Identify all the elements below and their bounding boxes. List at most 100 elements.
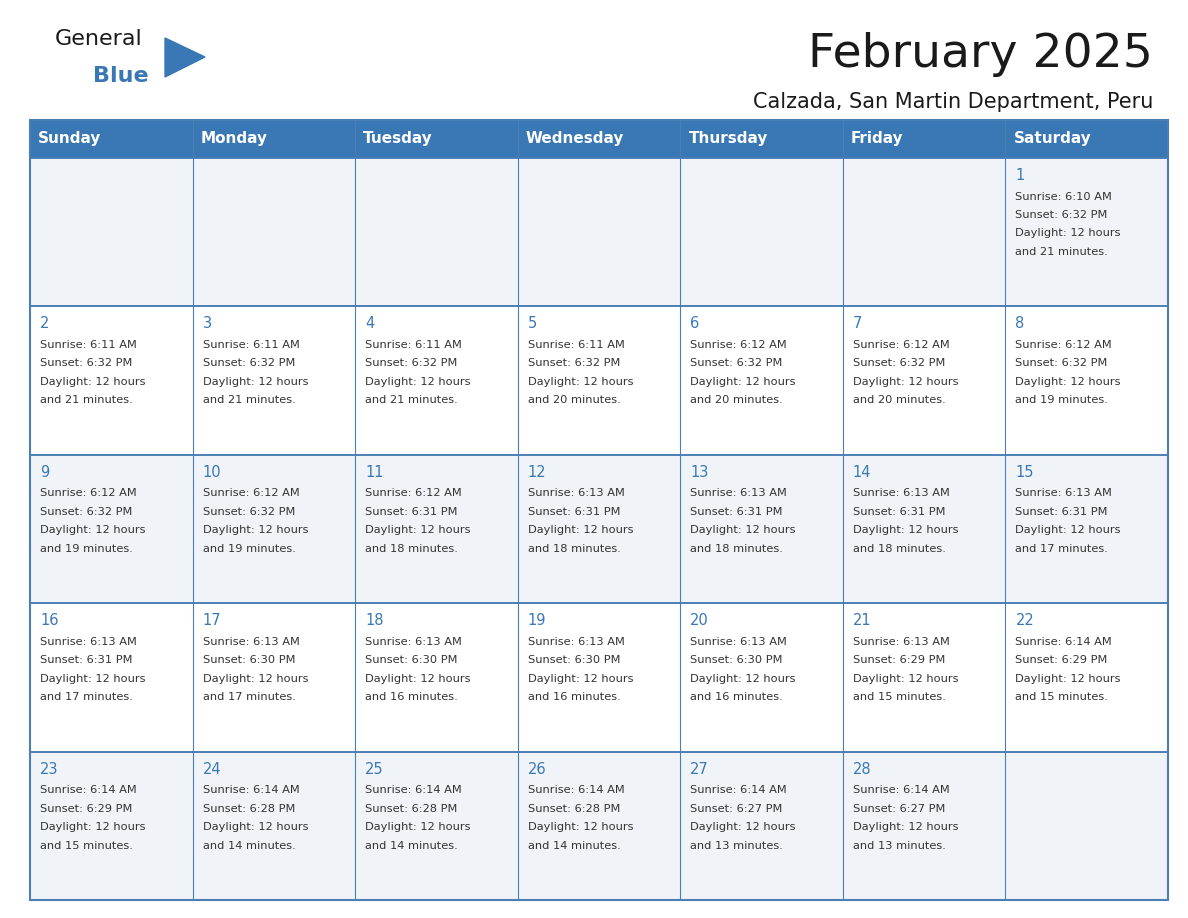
- Bar: [192, 603, 355, 752]
- Text: and 16 minutes.: and 16 minutes.: [527, 692, 620, 702]
- Text: Sunrise: 6:11 AM: Sunrise: 6:11 AM: [40, 340, 137, 350]
- Text: Blue: Blue: [93, 66, 148, 86]
- Text: 17: 17: [203, 613, 221, 628]
- Bar: [30, 120, 1168, 900]
- Bar: [842, 454, 1005, 603]
- Text: Daylight: 12 hours: Daylight: 12 hours: [203, 823, 308, 832]
- Text: Sunset: 6:32 PM: Sunset: 6:32 PM: [365, 358, 457, 368]
- Text: 8: 8: [1016, 317, 1025, 331]
- Bar: [30, 158, 192, 307]
- Bar: [192, 307, 355, 454]
- Text: Sunrise: 6:12 AM: Sunrise: 6:12 AM: [40, 488, 137, 498]
- Text: Daylight: 12 hours: Daylight: 12 hours: [40, 823, 145, 832]
- Bar: [30, 307, 192, 454]
- Text: and 15 minutes.: and 15 minutes.: [853, 692, 946, 702]
- Text: and 17 minutes.: and 17 minutes.: [1016, 543, 1108, 554]
- Text: Daylight: 12 hours: Daylight: 12 hours: [853, 525, 959, 535]
- Text: Sunrise: 6:13 AM: Sunrise: 6:13 AM: [203, 637, 299, 646]
- Text: Daylight: 12 hours: Daylight: 12 hours: [690, 823, 796, 832]
- Text: Friday: Friday: [851, 131, 904, 147]
- Text: Daylight: 12 hours: Daylight: 12 hours: [1016, 674, 1121, 684]
- Text: 26: 26: [527, 762, 546, 777]
- Bar: [518, 454, 681, 603]
- Text: Daylight: 12 hours: Daylight: 12 hours: [203, 525, 308, 535]
- Bar: [518, 603, 681, 752]
- Text: 14: 14: [853, 465, 871, 480]
- Bar: [1005, 603, 1168, 752]
- Text: Daylight: 12 hours: Daylight: 12 hours: [40, 525, 145, 535]
- Text: Monday: Monday: [201, 131, 267, 147]
- Bar: [681, 307, 842, 454]
- Text: Calzada, San Martin Department, Peru: Calzada, San Martin Department, Peru: [753, 92, 1154, 112]
- Text: Daylight: 12 hours: Daylight: 12 hours: [365, 377, 470, 386]
- Text: Daylight: 12 hours: Daylight: 12 hours: [365, 525, 470, 535]
- Bar: [1005, 454, 1168, 603]
- Text: and 21 minutes.: and 21 minutes.: [1016, 247, 1108, 257]
- Text: and 15 minutes.: and 15 minutes.: [1016, 692, 1108, 702]
- Text: 25: 25: [365, 762, 384, 777]
- Bar: [842, 307, 1005, 454]
- Text: and 18 minutes.: and 18 minutes.: [690, 543, 783, 554]
- Bar: [30, 603, 192, 752]
- Bar: [30, 120, 192, 158]
- Text: Sunrise: 6:13 AM: Sunrise: 6:13 AM: [1016, 488, 1112, 498]
- Text: General: General: [55, 29, 143, 49]
- Text: 23: 23: [40, 762, 58, 777]
- Bar: [30, 752, 192, 900]
- Text: 18: 18: [365, 613, 384, 628]
- Text: 27: 27: [690, 762, 709, 777]
- Text: Sunset: 6:28 PM: Sunset: 6:28 PM: [527, 803, 620, 813]
- Text: 16: 16: [40, 613, 58, 628]
- Bar: [842, 603, 1005, 752]
- Text: and 16 minutes.: and 16 minutes.: [690, 692, 783, 702]
- Text: Sunset: 6:27 PM: Sunset: 6:27 PM: [853, 803, 946, 813]
- Text: February 2025: February 2025: [808, 32, 1154, 77]
- Text: Daylight: 12 hours: Daylight: 12 hours: [40, 377, 145, 386]
- Bar: [681, 454, 842, 603]
- Text: Sunset: 6:31 PM: Sunset: 6:31 PM: [40, 655, 133, 666]
- Text: Wednesday: Wednesday: [526, 131, 624, 147]
- Text: Sunrise: 6:14 AM: Sunrise: 6:14 AM: [203, 785, 299, 795]
- Text: and 18 minutes.: and 18 minutes.: [527, 543, 620, 554]
- Text: Sunset: 6:31 PM: Sunset: 6:31 PM: [1016, 507, 1108, 517]
- Text: Sunrise: 6:11 AM: Sunrise: 6:11 AM: [527, 340, 625, 350]
- Text: Tuesday: Tuesday: [364, 131, 432, 147]
- Text: 5: 5: [527, 317, 537, 331]
- Text: Daylight: 12 hours: Daylight: 12 hours: [853, 377, 959, 386]
- Text: Sunset: 6:31 PM: Sunset: 6:31 PM: [690, 507, 783, 517]
- Text: 7: 7: [853, 317, 862, 331]
- Text: Daylight: 12 hours: Daylight: 12 hours: [365, 674, 470, 684]
- Bar: [1005, 158, 1168, 307]
- Bar: [518, 158, 681, 307]
- Text: Sunset: 6:30 PM: Sunset: 6:30 PM: [690, 655, 783, 666]
- Bar: [842, 120, 1005, 158]
- Text: and 19 minutes.: and 19 minutes.: [40, 543, 133, 554]
- Text: Daylight: 12 hours: Daylight: 12 hours: [203, 674, 308, 684]
- Text: Sunset: 6:29 PM: Sunset: 6:29 PM: [853, 655, 946, 666]
- Text: and 14 minutes.: and 14 minutes.: [365, 841, 457, 851]
- Text: Sunset: 6:32 PM: Sunset: 6:32 PM: [40, 507, 132, 517]
- Bar: [192, 120, 355, 158]
- Text: Saturday: Saturday: [1013, 131, 1092, 147]
- Text: Sunday: Sunday: [38, 131, 101, 147]
- Text: Sunrise: 6:14 AM: Sunrise: 6:14 AM: [365, 785, 462, 795]
- Bar: [1005, 307, 1168, 454]
- Text: 21: 21: [853, 613, 872, 628]
- Bar: [192, 752, 355, 900]
- Bar: [355, 603, 518, 752]
- Text: Daylight: 12 hours: Daylight: 12 hours: [365, 823, 470, 832]
- Text: Sunset: 6:31 PM: Sunset: 6:31 PM: [365, 507, 457, 517]
- Text: Sunset: 6:27 PM: Sunset: 6:27 PM: [690, 803, 783, 813]
- Bar: [1005, 120, 1168, 158]
- Text: Sunrise: 6:14 AM: Sunrise: 6:14 AM: [527, 785, 625, 795]
- Text: and 14 minutes.: and 14 minutes.: [527, 841, 620, 851]
- Text: and 18 minutes.: and 18 minutes.: [853, 543, 946, 554]
- Text: Daylight: 12 hours: Daylight: 12 hours: [690, 674, 796, 684]
- Text: Daylight: 12 hours: Daylight: 12 hours: [1016, 525, 1121, 535]
- Text: and 13 minutes.: and 13 minutes.: [690, 841, 783, 851]
- Text: Sunrise: 6:14 AM: Sunrise: 6:14 AM: [1016, 637, 1112, 646]
- Bar: [355, 120, 518, 158]
- Text: Thursday: Thursday: [688, 131, 767, 147]
- Text: and 19 minutes.: and 19 minutes.: [1016, 396, 1108, 406]
- Text: and 16 minutes.: and 16 minutes.: [365, 692, 457, 702]
